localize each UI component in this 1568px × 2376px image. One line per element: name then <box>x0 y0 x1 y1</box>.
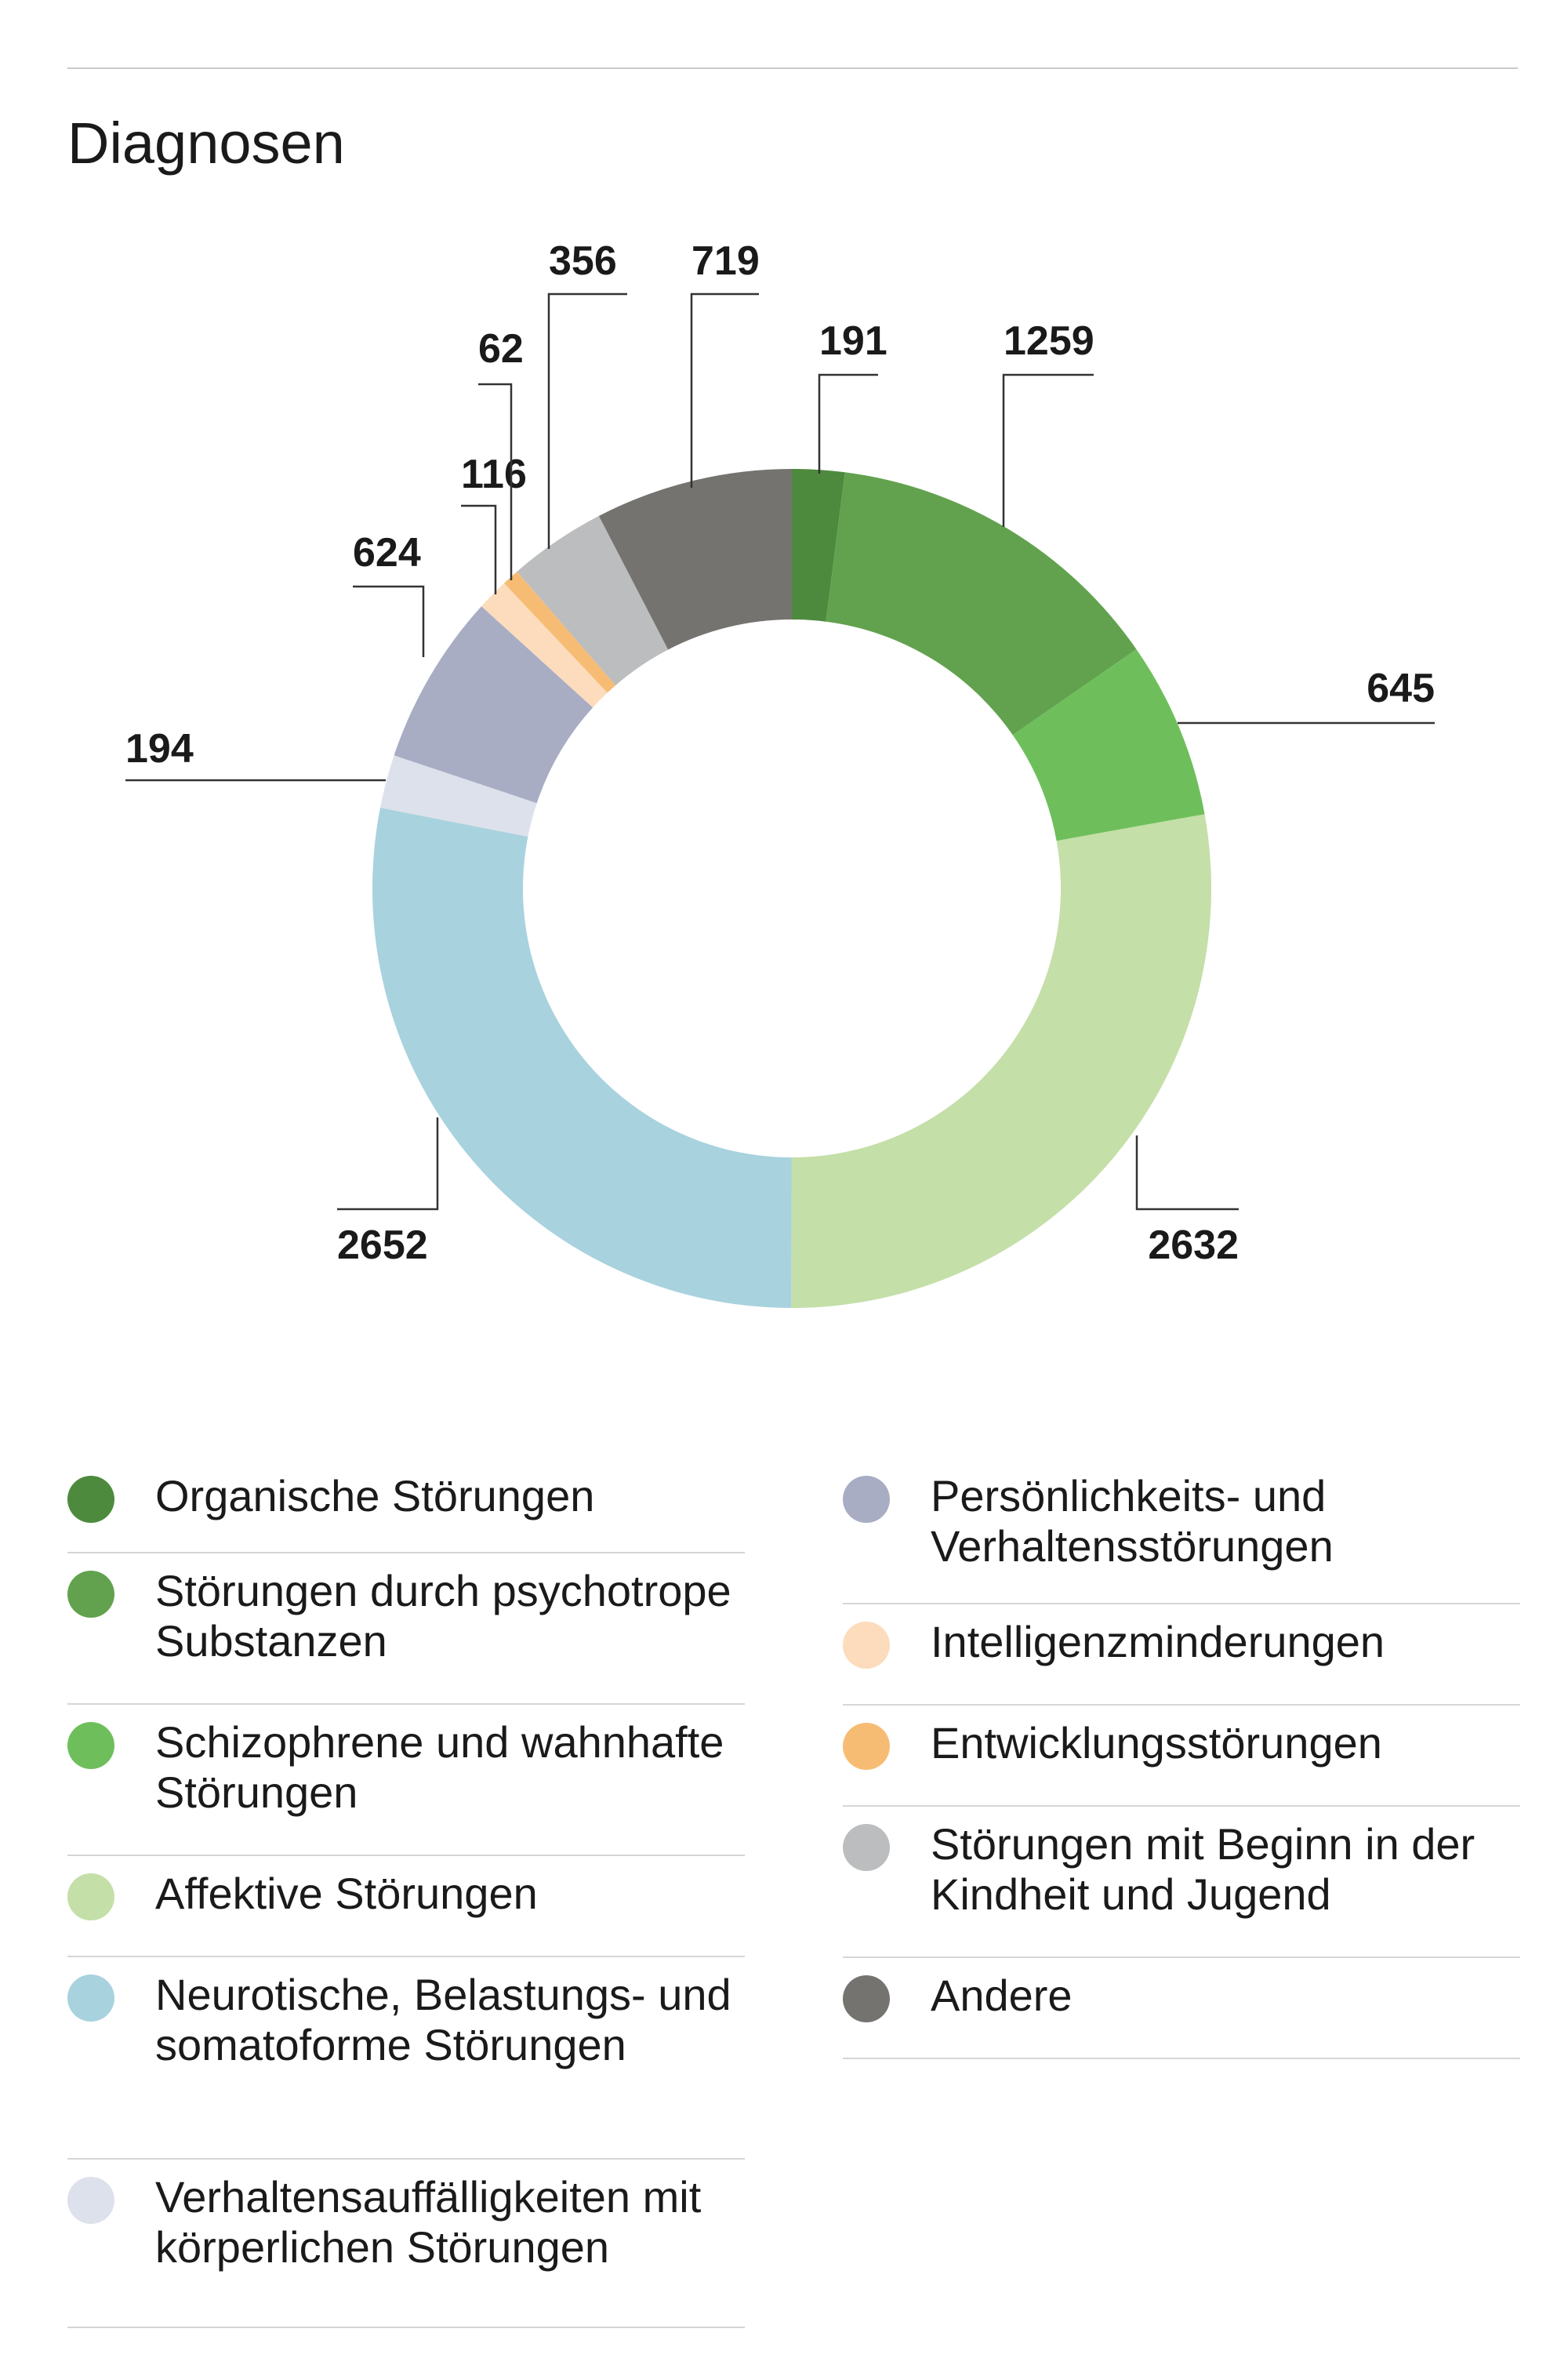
donut-slice <box>792 469 845 622</box>
donut-slice <box>791 814 1212 1308</box>
leader-line <box>478 383 513 580</box>
legend-swatch <box>67 1476 114 1523</box>
legend-swatch <box>67 1722 114 1769</box>
data-label: 116 <box>461 452 527 497</box>
legend-swatch <box>843 1476 890 1523</box>
legend-swatch <box>67 2177 114 2224</box>
data-label: 191 <box>819 318 887 364</box>
data-label: 645 <box>1367 666 1435 711</box>
legend-item: Störungen mit Beginn in der Kindheit und… <box>843 1807 1520 1958</box>
donut-slice <box>380 755 537 837</box>
donut-slice <box>517 515 669 685</box>
chart-title: Diagnosen <box>67 111 345 176</box>
legend-label: Intelligenzminderungen <box>931 1617 1385 1666</box>
legend-label: Schizophrene und wahnhafte Störungen <box>155 1717 724 1817</box>
legend-label: Entwicklungsstörungen <box>931 1718 1382 1767</box>
leader-line <box>1002 373 1094 527</box>
legend-label: Störungen durch psychotrope Substanzen <box>155 1566 731 1666</box>
legend-swatch <box>843 1824 890 1871</box>
legend-item: Organische Störungen <box>67 1459 745 1553</box>
leader-line <box>547 292 627 549</box>
legend-swatch <box>843 1723 890 1770</box>
legend-item: Neurotische, Belastungs- und somatoforme… <box>67 1957 745 2160</box>
legend-item: Störungen durch psychotrope Substanzen <box>67 1553 745 1705</box>
donut-slice <box>598 469 792 650</box>
legend-item: Andere <box>843 1958 1520 2059</box>
donut-slice <box>1012 648 1205 841</box>
data-label: 719 <box>691 238 760 284</box>
leader-line <box>337 1117 439 1211</box>
leader-line <box>461 504 497 594</box>
leader-line <box>1135 1135 1239 1211</box>
donut-slice <box>826 472 1137 736</box>
data-label: 2652 <box>337 1223 428 1268</box>
legend-swatch <box>67 1873 114 1920</box>
legend-item: Verhaltensauffälligkeiten mit körperlich… <box>67 2160 745 2328</box>
legend-label: Persönlichkeits- und Verhaltensstörungen <box>931 1471 1334 1571</box>
legend-label: Störungen mit Beginn in der Kindheit und… <box>931 1819 1475 1919</box>
legend-label: Neurotische, Belastungs- und somatoforme… <box>155 1970 731 2069</box>
data-label: 1259 <box>1004 318 1094 364</box>
data-label: 624 <box>353 530 421 576</box>
legend-item: Schizophrene und wahnhafte Störungen <box>67 1705 745 1856</box>
leader-line <box>818 373 878 474</box>
legend-item: Entwicklungsstörungen <box>843 1706 1520 1807</box>
legend-item: Affektive Störungen <box>67 1856 745 1957</box>
donut-slice <box>372 807 792 1308</box>
legend-label: Organische Störungen <box>155 1471 595 1520</box>
legend-right: Persönlichkeits- und Verhaltensstörungen… <box>843 1459 1520 2059</box>
legend-label: Affektive Störungen <box>155 1869 538 1918</box>
legend-item: Persönlichkeits- und Verhaltensstörungen <box>843 1459 1520 1604</box>
data-label: 194 <box>125 726 194 772</box>
top-divider <box>67 67 1518 69</box>
legend-label: Verhaltensauffälligkeiten mit körperlich… <box>155 2172 702 2272</box>
donut-slice <box>481 583 608 708</box>
legend-item: Intelligenzminderungen <box>843 1604 1520 1706</box>
legend-swatch <box>843 1975 890 2022</box>
legend-label: Andere <box>931 1971 1073 2020</box>
leader-line <box>353 585 425 657</box>
data-label: 356 <box>549 238 617 284</box>
donut-slice <box>503 571 616 693</box>
leader-line <box>690 292 759 488</box>
legend-swatch <box>67 1571 114 1618</box>
legend-left: Organische Störungen Störungen durch psy… <box>67 1459 745 2328</box>
data-label: 62 <box>478 326 524 372</box>
donut-chart: 191 1259 645 2632 2652 194 624 116 62 356 719 <box>125 238 1435 1308</box>
legend-swatch <box>843 1622 890 1669</box>
donut-slice <box>394 606 593 804</box>
data-label: 2632 <box>1148 1223 1239 1268</box>
legend-swatch <box>67 1975 114 2022</box>
